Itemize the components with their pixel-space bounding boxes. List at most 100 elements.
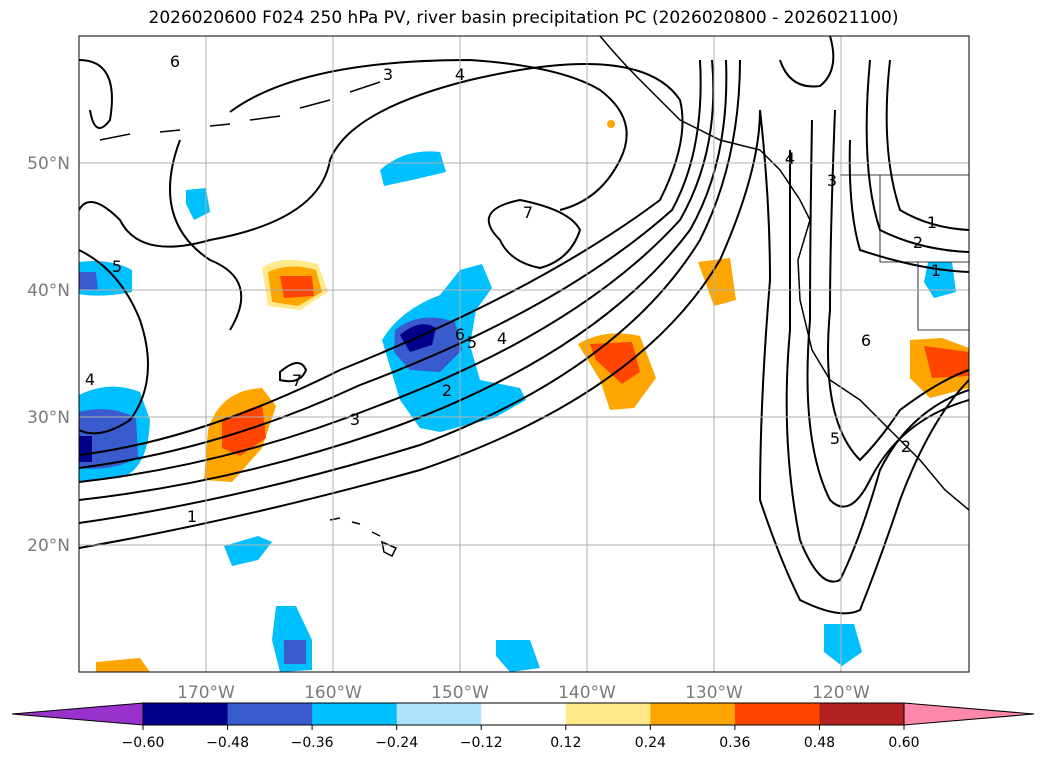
contour-label: 6	[455, 325, 465, 344]
colorbar-tick-label: 0.36	[719, 735, 750, 751]
lon-label: 140°W	[558, 683, 616, 703]
lon-label: 160°W	[304, 683, 362, 703]
precip-negative-region	[79, 272, 98, 290]
colorbar-extend-high	[903, 702, 1035, 726]
precip-positive-region	[698, 258, 736, 306]
pv-contour	[79, 59, 741, 524]
lat-label: 30°N	[27, 408, 70, 428]
border-states	[879, 175, 969, 331]
lon-label: 150°W	[431, 683, 489, 703]
precip-negative-region	[380, 151, 446, 186]
colorbar-swatch	[734, 703, 820, 725]
colorbar-tick-label: −0.12	[460, 735, 503, 751]
contour-label: 1	[927, 213, 937, 232]
precip-positive-region	[96, 658, 150, 672]
precip-negative-region	[224, 536, 272, 566]
latitude-labels: 50°N 40°N 30°N 20°N	[27, 154, 70, 556]
coastline-west-coast	[797, 219, 969, 511]
pv-contour	[79, 109, 761, 549]
contour-label: 6	[861, 331, 871, 350]
precip-negative-region	[496, 640, 540, 672]
colorbar-extend-low	[11, 702, 144, 726]
contour-label: 3	[827, 171, 837, 190]
contour-label: 5	[467, 333, 477, 352]
contour-label: 5	[830, 429, 840, 448]
contour-label: 4	[785, 149, 795, 168]
colorbar-swatch	[819, 703, 905, 725]
colorbar-tick-label: 0.12	[550, 735, 581, 751]
contour-label: 7	[523, 203, 533, 222]
map-frame	[78, 35, 970, 673]
precip-negative-region	[284, 640, 306, 664]
colorbar-tick-label: 0.60	[888, 735, 919, 751]
colorbar-swatch	[650, 703, 736, 725]
precip-positive-region	[590, 342, 640, 384]
pv-contour	[758, 109, 969, 615]
map-title: 2026020600 F024 250 hPa PV, river basin …	[148, 8, 899, 28]
colorbar-tick-label: 0.48	[804, 735, 835, 751]
precip-positive-region	[607, 120, 615, 128]
lat-label: 40°N	[27, 281, 70, 301]
pv-contour	[229, 58, 628, 211]
contour-label: 2	[913, 233, 923, 252]
contour-label: 1	[931, 261, 941, 280]
pv-contour	[865, 59, 969, 253]
longitude-labels: 170°W 160°W 150°W 140°W 130°W 120°W	[177, 683, 870, 703]
precip-positive-region	[280, 276, 314, 298]
colorbar-tick-label: −0.36	[291, 735, 334, 751]
contour-label: 4	[455, 65, 465, 84]
coastline-alaska	[599, 36, 811, 221]
lat-label: 50°N	[27, 154, 70, 174]
contour-label: 4	[85, 370, 95, 389]
pv-contour	[848, 139, 969, 273]
colorbar-swatch	[396, 703, 482, 725]
precip-negative-region	[824, 624, 862, 666]
contour-label: 4	[497, 329, 507, 348]
colorbar-outline	[142, 702, 905, 726]
colorbar-swatch	[143, 703, 229, 725]
pv-contour	[79, 59, 702, 469]
precip-negative-region	[79, 436, 92, 462]
contour-label: 6	[170, 52, 180, 71]
precip-positive-region	[924, 346, 969, 378]
pv-contour	[79, 59, 113, 129]
pv-contour	[279, 362, 308, 383]
pv-contour	[885, 59, 969, 231]
aleutian-islands	[99, 81, 381, 141]
coastlines	[99, 36, 969, 558]
lat-label: 20°N	[27, 536, 70, 556]
pv-contour	[785, 149, 969, 583]
pv-contour	[779, 36, 835, 88]
colorbar-tick-label: −0.60	[122, 735, 165, 751]
colorbar-swatch	[481, 703, 567, 725]
colorbar-tick-label: −0.24	[375, 735, 418, 751]
lon-label: 120°W	[812, 683, 870, 703]
lon-label: 130°W	[685, 683, 743, 703]
colorbar-swatch	[312, 703, 398, 725]
colorbar-tick-label: 0.24	[635, 735, 666, 751]
pv-contour	[827, 109, 969, 462]
political-borders	[840, 174, 969, 331]
pv-contour	[806, 119, 969, 508]
contour-label: 2	[442, 381, 452, 400]
pv-contour	[487, 198, 582, 270]
contour-label-group: 6 3 4 5 7 6 5 4 3 2 1 7 4 2 1 6 5 4 3 2 …	[85, 52, 941, 526]
contour-label: 3	[383, 65, 393, 84]
pv-contours	[79, 36, 969, 615]
contour-label: 1	[187, 507, 197, 526]
pv-contour	[79, 59, 715, 483]
colorbar-swatch	[565, 703, 651, 725]
contour-label: 2	[901, 437, 911, 456]
graticule	[79, 36, 969, 672]
precip-negative-region	[186, 188, 210, 220]
contour-label: 3	[350, 410, 360, 429]
hawaii-islands	[329, 517, 398, 558]
colorbar-swatch	[227, 703, 313, 725]
colorbar-tick-label: −0.48	[206, 735, 249, 751]
pv-contour	[79, 63, 684, 456]
contour-label: 7	[292, 371, 302, 390]
lon-label: 170°W	[177, 683, 235, 703]
colorbar: −0.60 −0.48 −0.36 −0.24 −0.12 0.12 0.24 0.36 0.4…	[11, 702, 1035, 751]
pv-contour	[79, 249, 149, 435]
